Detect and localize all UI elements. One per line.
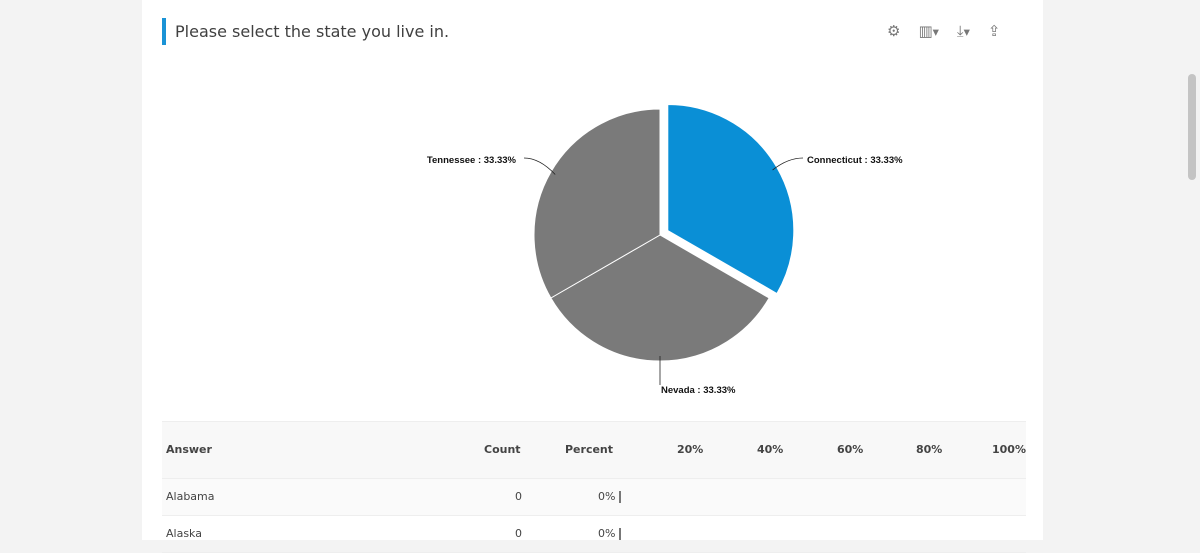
percent-cell: 0%: [598, 527, 616, 540]
pie-slice-connecticut[interactable]: [667, 103, 795, 295]
scale-tick: 40%: [757, 443, 784, 456]
results-table: Answer Count Percent 20% 40% 60% 80% 100…: [162, 421, 1026, 553]
count-cell: 0: [515, 527, 522, 540]
answer-cell: Alaska: [166, 527, 202, 540]
pie-slice-tennessee[interactable]: [533, 108, 661, 299]
scale-tick: 20%: [677, 443, 704, 456]
toolbar: ⚙ ▥▾ ⤓▾ ⇪: [887, 22, 1000, 40]
scrollbar-thumb[interactable]: [1188, 74, 1196, 180]
scale-tick: 80%: [916, 443, 943, 456]
label-leader-line: [772, 157, 804, 171]
pie-label: Nevada : 33.33%: [661, 385, 736, 396]
header-answer: Answer: [166, 443, 212, 456]
scale-tick: 100%: [992, 443, 1026, 456]
download-icon[interactable]: ⤓▾: [956, 22, 970, 40]
percent-cell: 0%: [598, 490, 616, 503]
percent-bar: [619, 491, 621, 503]
label-leader-line: [523, 157, 556, 175]
gear-icon[interactable]: ⚙: [887, 22, 901, 40]
pie-label: Tennessee : 33.33%: [427, 155, 517, 166]
table-row: Alaska 0 0%: [162, 516, 1026, 553]
table-header: Answer Count Percent 20% 40% 60% 80% 100…: [162, 421, 1026, 479]
scale-tick: 60%: [837, 443, 864, 456]
table-row: Alabama 0 0%: [162, 479, 1026, 516]
bar-chart-icon[interactable]: ▥▾: [918, 22, 939, 40]
question-card: Please select the state you live in. ⚙ ▥…: [142, 0, 1043, 553]
question-title: Please select the state you live in.: [162, 18, 449, 45]
header-count: Count: [484, 443, 521, 456]
answer-cell: Alabama: [166, 490, 215, 503]
pie-chart: Connecticut : 33.33% Nevada : 33.33% Tenne…: [427, 103, 903, 396]
header-percent: Percent: [565, 443, 614, 456]
percent-bar: [619, 528, 621, 540]
pie-label: Connecticut : 33.33%: [807, 155, 903, 166]
count-cell: 0: [515, 490, 522, 503]
share-icon[interactable]: ⇪: [987, 22, 1001, 40]
